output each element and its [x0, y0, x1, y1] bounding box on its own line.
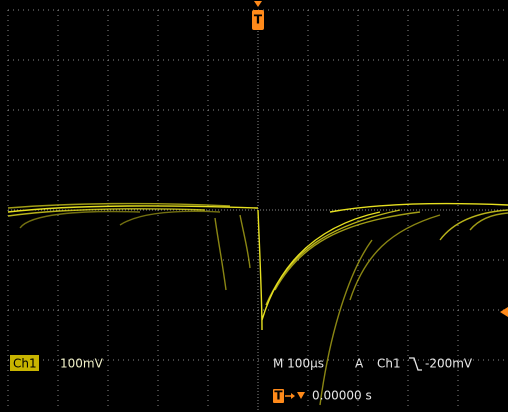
background [0, 0, 508, 412]
trigger-icon: T [274, 389, 283, 403]
scope-screen: T Ch1 100mV M 100µs A Ch1 -200mV T 0.000… [0, 0, 508, 412]
trigger-level: -200mV [425, 357, 473, 371]
trigger-source: Ch1 [377, 357, 401, 371]
channel-name: Ch1 [13, 357, 37, 371]
page: T Ch1 100mV M 100µs A Ch1 -200mV T 0.000… [0, 0, 508, 412]
trigger-time: 0.00000 s [312, 389, 372, 403]
timebase: M 100µs [273, 357, 324, 371]
channel-scale: 100mV [60, 357, 104, 371]
trigger-mode: A [355, 357, 364, 371]
trigger-label: T [254, 13, 263, 27]
